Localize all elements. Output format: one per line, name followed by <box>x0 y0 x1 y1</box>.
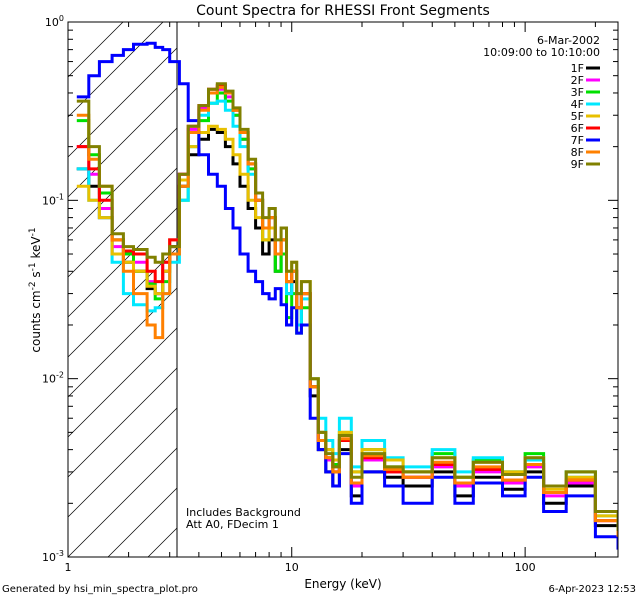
x-tick-label: 1 <box>65 561 72 574</box>
series-line-2F <box>76 87 618 537</box>
legend-label-3F: 3F <box>571 86 584 99</box>
time-range-label: 10:09:00 to 10:10:00 <box>483 46 600 59</box>
series-line-7F <box>76 41 618 550</box>
hatch-line <box>68 87 177 198</box>
hatch-line <box>68 47 177 158</box>
y-axis-label: counts cm-2 s-1 keV-1 <box>28 227 43 352</box>
y-tick-label: 100 <box>45 14 64 29</box>
x-tick-label: 10 <box>285 561 299 574</box>
hatch-line <box>68 407 177 518</box>
y-tick-label: 10-3 <box>42 549 64 564</box>
legend-label-2F: 2F <box>571 74 584 87</box>
hatch-line <box>68 22 164 118</box>
hatch-line <box>68 247 177 358</box>
y-tick-label: 10-1 <box>42 192 64 207</box>
series-line-8F <box>76 85 618 537</box>
series-line-9F <box>76 82 618 531</box>
x-axis-label: Energy (keV) <box>304 577 381 591</box>
legend-label-1F: 1F <box>571 62 584 75</box>
plot-frame <box>67 21 619 558</box>
annotation-background: Includes Background <box>186 506 301 519</box>
hatch-line <box>68 207 177 318</box>
hatch-line <box>68 22 124 78</box>
legend-label-5F: 5F <box>571 110 584 123</box>
x-tick-label: 100 <box>515 561 536 574</box>
annotation-attenuator: Att A0, FDecim 1 <box>186 518 279 531</box>
footer-generated: Generated by hsi_min_spectra_plot.pro <box>2 584 198 595</box>
legend-label-8F: 8F <box>571 146 584 159</box>
series-group <box>76 41 618 550</box>
legend-label-6F: 6F <box>571 122 584 135</box>
y-tick-label: 10-2 <box>42 371 64 386</box>
hatch-line <box>68 287 177 398</box>
legend-label-7F: 7F <box>571 134 584 147</box>
hatch-line <box>628 22 640 557</box>
axis-group: 1 10 100 10-3 10-2 10-1 100 <box>42 14 618 574</box>
hatch-region <box>68 22 640 557</box>
footer-timestamp: 6-Apr-2023 12:53 <box>548 584 636 595</box>
date-label: 6-Mar-2002 <box>537 34 600 47</box>
hatch-line <box>68 447 177 557</box>
series-line-6F <box>76 84 618 537</box>
chart-title: Count Spectra for RHESSI Front Segments <box>196 3 490 19</box>
legend-label-4F: 4F <box>571 98 584 111</box>
hatch-line <box>68 367 177 478</box>
legend-label-9F: 9F <box>571 158 584 171</box>
series-line-5F <box>76 124 618 537</box>
hatch-line <box>68 127 177 238</box>
